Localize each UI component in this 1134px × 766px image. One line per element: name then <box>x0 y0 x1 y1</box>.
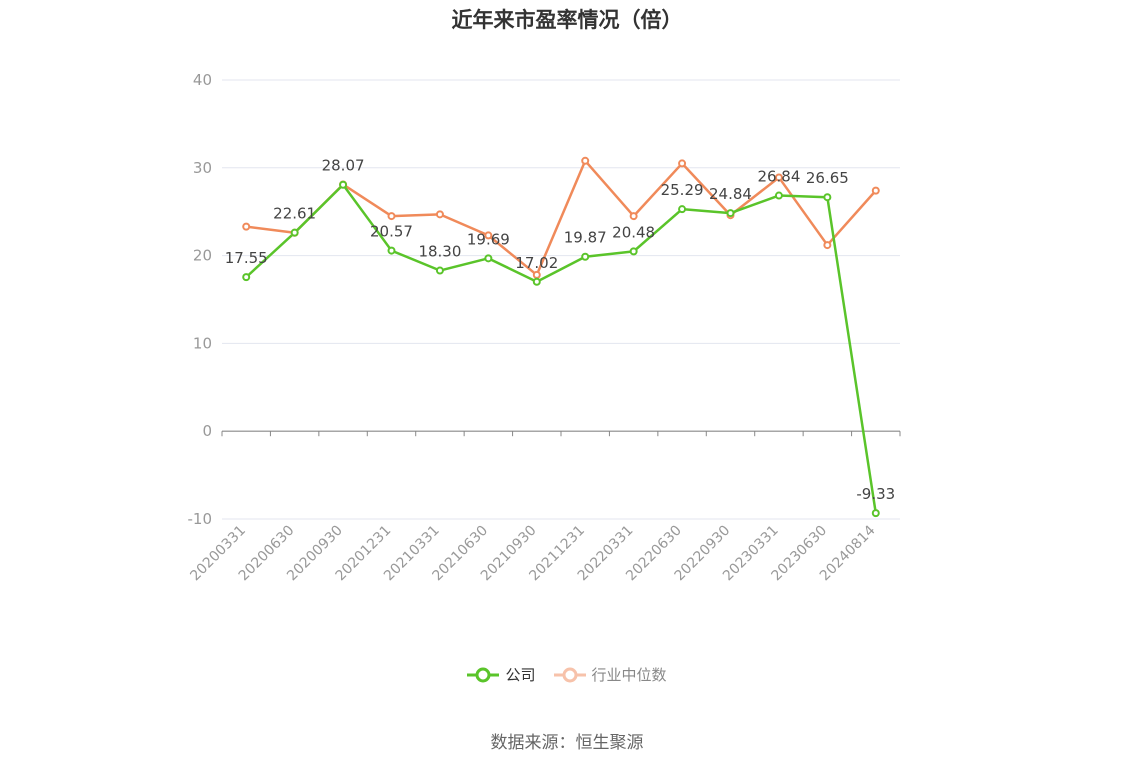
data-point-industry <box>581 156 590 165</box>
legend-industry-marker-icon <box>553 667 586 682</box>
data-label: 24.84 <box>709 185 752 203</box>
data-label: 17.55 <box>225 249 268 267</box>
y-tick-label: 40 <box>193 71 212 89</box>
data-point-company <box>532 277 541 286</box>
data-point-industry <box>871 186 880 195</box>
data-point-company <box>823 193 832 202</box>
data-label: 20.57 <box>370 223 413 241</box>
data-label: 25.29 <box>661 181 704 199</box>
data-point-industry <box>678 159 687 168</box>
y-tick-label: 10 <box>193 334 212 352</box>
data-point-company <box>774 191 783 200</box>
data-point-industry <box>387 212 396 221</box>
data-point-industry <box>242 222 251 231</box>
chart-legend: 公司 行业中位数 <box>0 664 1134 685</box>
y-tick-label: -10 <box>188 510 213 528</box>
legend-industry-label: 行业中位数 <box>591 666 667 684</box>
data-point-company <box>339 180 348 189</box>
data-point-company <box>629 247 638 256</box>
data-point-company <box>290 228 299 237</box>
data-point-industry <box>435 210 444 219</box>
data-label: 19.87 <box>564 229 607 247</box>
legend-item-company[interactable]: 公司 <box>467 664 536 685</box>
data-point-company <box>242 273 251 282</box>
data-label: 20.48 <box>612 223 655 241</box>
data-label: 18.30 <box>418 243 461 261</box>
y-tick-label: 0 <box>202 422 212 440</box>
y-tick-label: 20 <box>193 247 212 265</box>
data-point-company <box>435 266 444 275</box>
y-tick-label: 30 <box>193 159 212 177</box>
data-point-company <box>726 209 735 218</box>
data-label: 26.65 <box>806 169 849 187</box>
data-point-industry <box>629 212 638 221</box>
data-point-industry <box>823 241 832 250</box>
legend-company-marker-icon <box>467 667 500 682</box>
data-point-company <box>581 252 590 261</box>
data-point-company <box>678 205 687 214</box>
data-point-company <box>484 254 493 263</box>
legend-item-industry[interactable]: 行业中位数 <box>553 664 667 685</box>
legend-company-label: 公司 <box>505 666 536 684</box>
data-label: 19.69 <box>467 230 510 248</box>
data-label: 22.61 <box>273 205 316 223</box>
data-point-industry <box>774 173 783 182</box>
data-label: 28.07 <box>322 157 365 175</box>
data-label: 26.84 <box>757 168 800 186</box>
series-line-company <box>245 183 878 514</box>
chart-title: 近年来市盈率情况（倍） <box>451 8 683 32</box>
series-line-industry <box>246 159 877 277</box>
data-point-company <box>871 509 880 518</box>
data-label: 17.02 <box>515 254 558 272</box>
data-point-industry <box>484 231 493 240</box>
data-source: 数据来源：恒生聚源 <box>490 733 644 753</box>
line-chart: 403020100-102020033120200630202009302020… <box>187 71 901 584</box>
data-point-industry <box>532 270 541 279</box>
data-point-company <box>387 246 396 255</box>
data-label: -9.33 <box>856 485 895 503</box>
